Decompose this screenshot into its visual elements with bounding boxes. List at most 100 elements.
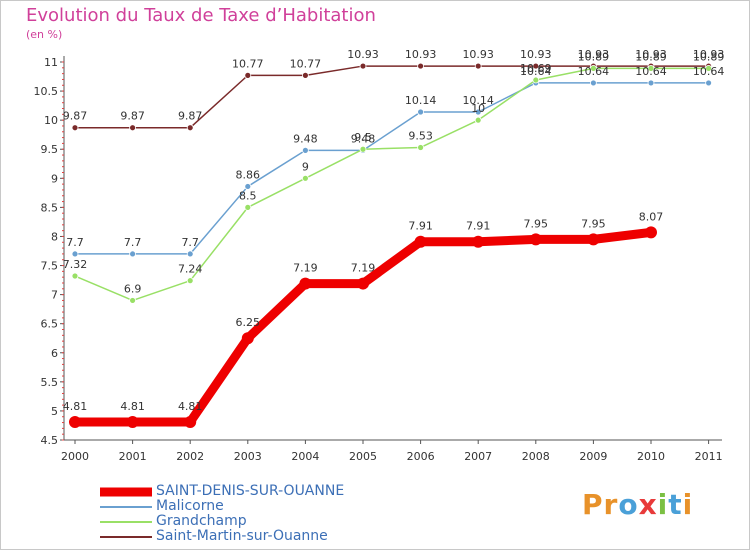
data-label: 10.93 bbox=[578, 48, 610, 61]
series-saint-martin-sur-ouanne bbox=[71, 62, 712, 132]
data-point bbox=[417, 144, 425, 151]
y-tick-label: 6 bbox=[51, 347, 58, 360]
logo-letter: t bbox=[668, 488, 683, 521]
logo-letter: i bbox=[657, 488, 669, 521]
y-tick-label: 7 bbox=[51, 289, 58, 302]
data-point bbox=[645, 226, 657, 239]
y-axis-label: (en %) bbox=[26, 28, 63, 41]
data-label: 10.64 bbox=[520, 65, 552, 78]
data-point bbox=[301, 146, 309, 154]
y-tick-label: 5.5 bbox=[41, 376, 59, 389]
y-tick-label: 9 bbox=[51, 172, 58, 185]
series-layer bbox=[69, 62, 712, 428]
data-point bbox=[532, 62, 540, 70]
data-label: 10.93 bbox=[635, 48, 667, 61]
data-label: 7.91 bbox=[466, 220, 491, 233]
data-point bbox=[359, 62, 367, 70]
legend-item-saint-martin-sur-ouanne: Saint-Martin-sur-Ouanne bbox=[100, 529, 480, 544]
data-label: 9 bbox=[302, 160, 309, 173]
data-point bbox=[417, 62, 425, 70]
data-point bbox=[472, 235, 485, 248]
logo-letter: r bbox=[603, 488, 619, 521]
series-line bbox=[74, 65, 710, 129]
data-label: 10.14 bbox=[405, 94, 437, 107]
x-tick-label: 2009 bbox=[579, 450, 607, 463]
y-tick-label: 9.5 bbox=[41, 143, 59, 156]
data-point bbox=[647, 79, 655, 87]
data-point bbox=[241, 332, 254, 345]
legend-swatch-saint-martin-sur-ouanne bbox=[100, 535, 152, 538]
legend-swatch-malicorne bbox=[100, 505, 152, 508]
data-label: 9.48 bbox=[351, 132, 376, 145]
data-label: 10.89 bbox=[635, 50, 667, 63]
data-label: 7.91 bbox=[408, 220, 433, 233]
data-label: 4.81 bbox=[63, 400, 88, 413]
data-point bbox=[129, 124, 137, 132]
data-point bbox=[301, 174, 309, 182]
data-point bbox=[186, 277, 194, 285]
data-label: 7.7 bbox=[181, 236, 199, 249]
data-point bbox=[414, 235, 427, 248]
data-label: 7.19 bbox=[351, 262, 376, 275]
data-label: 10.14 bbox=[462, 94, 494, 107]
chart-title: Evolution du Taux de Taxe d’Habitation bbox=[26, 5, 376, 26]
y-tick-label: 6.5 bbox=[41, 318, 59, 331]
x-tick-label: 2000 bbox=[61, 450, 89, 463]
y-tick-label: 11 bbox=[44, 56, 58, 69]
y-tick-label: 8 bbox=[51, 230, 58, 243]
data-point bbox=[587, 233, 600, 246]
x-tick-label: 2007 bbox=[464, 450, 492, 463]
data-label: 8.5 bbox=[239, 189, 257, 202]
data-point bbox=[244, 183, 252, 190]
data-point bbox=[590, 64, 597, 72]
y-tick-label: 7.5 bbox=[41, 260, 59, 273]
data-label: 9.87 bbox=[178, 110, 203, 123]
data-point bbox=[474, 62, 482, 70]
legend-item-malicorne: Malicorne bbox=[100, 499, 480, 514]
x-tick-label: 2010 bbox=[637, 450, 665, 463]
data-point bbox=[359, 145, 367, 153]
series-line bbox=[74, 82, 710, 255]
legend-label: Saint-Martin-sur-Ouanne bbox=[156, 528, 328, 544]
data-label: 9.48 bbox=[293, 132, 318, 145]
x-tick-label: 2001 bbox=[119, 450, 147, 463]
data-label: 9.5 bbox=[354, 131, 372, 144]
data-label: 10.93 bbox=[405, 48, 437, 61]
y-tick-label: 10.5 bbox=[34, 85, 59, 98]
data-label: 4.81 bbox=[120, 400, 145, 413]
data-point bbox=[186, 250, 194, 258]
data-point bbox=[244, 71, 252, 79]
data-label: 7.24 bbox=[178, 263, 203, 276]
data-label: 7.7 bbox=[66, 236, 84, 249]
data-label: 10.93 bbox=[347, 48, 379, 61]
data-label: 10.64 bbox=[635, 65, 667, 78]
x-tick-label: 2005 bbox=[349, 450, 377, 463]
data-point bbox=[474, 108, 482, 116]
x-tick-label: 2002 bbox=[176, 450, 204, 463]
data-label: 9.87 bbox=[63, 110, 88, 123]
data-label: 9.53 bbox=[408, 129, 433, 142]
series-saint-denis-sur-ouanne bbox=[69, 226, 657, 428]
legend-item-saint-denis-sur-ouanne: SAINT-DENIS-SUR-OUANNE bbox=[100, 484, 480, 499]
legend-label: Grandchamp bbox=[156, 513, 247, 529]
data-label: 7.95 bbox=[524, 217, 549, 230]
data-point bbox=[474, 116, 482, 124]
data-point bbox=[129, 250, 137, 258]
legend-label: Malicorne bbox=[156, 498, 224, 514]
data-label: 7.32 bbox=[63, 258, 88, 271]
data-label: 7.7 bbox=[124, 236, 142, 249]
data-point bbox=[529, 233, 542, 246]
data-label: 10.77 bbox=[290, 57, 322, 70]
logo-letter: o bbox=[618, 488, 639, 521]
series-grandchamp bbox=[71, 64, 712, 304]
proxiti-logo: Proxiti bbox=[582, 488, 693, 521]
data-label: 10.89 bbox=[578, 50, 610, 63]
legend-swatch-grandchamp bbox=[100, 520, 152, 523]
data-label: 6.25 bbox=[236, 316, 261, 329]
data-point bbox=[705, 64, 712, 72]
x-tick-label: 2004 bbox=[291, 450, 319, 463]
data-label: 8.07 bbox=[639, 210, 664, 223]
data-label: 10.69 bbox=[520, 62, 552, 75]
data-label: 7.19 bbox=[293, 262, 318, 275]
x-tick-label: 2003 bbox=[234, 450, 262, 463]
